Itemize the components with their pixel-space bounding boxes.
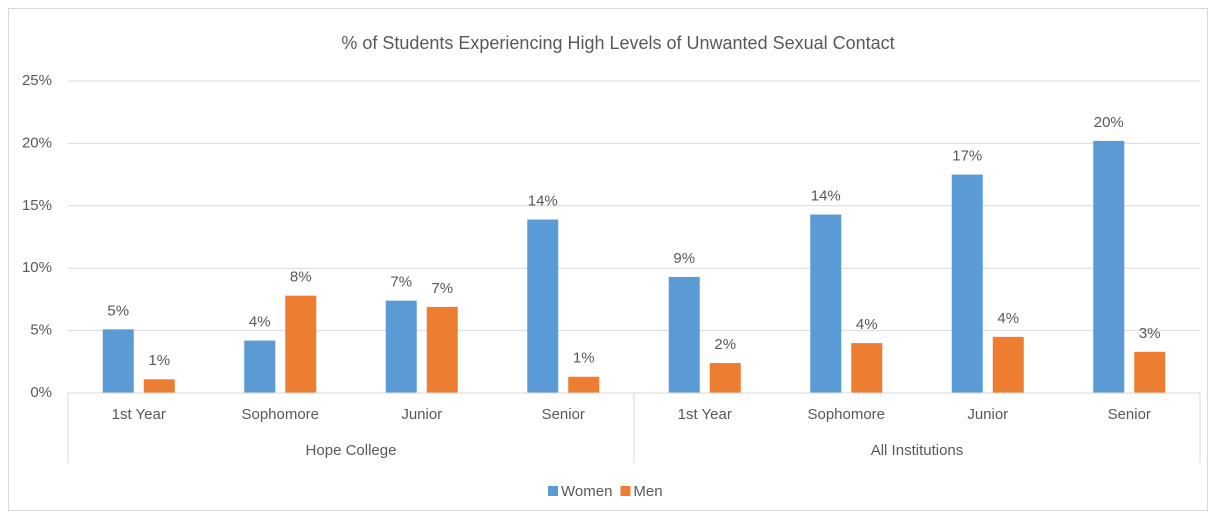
group-label: All Institutions [871,442,964,459]
x-tick-label: 1st Year [112,406,166,423]
data-label: 4% [997,310,1019,327]
x-tick-label: Senior [542,406,585,423]
data-label: 3% [1139,325,1161,342]
bar [285,295,317,393]
data-label: 17% [952,148,982,165]
x-tick-label: Junior [967,406,1008,423]
data-label: 9% [673,250,695,267]
data-label: 5% [107,302,129,319]
bar [426,306,458,393]
y-tick-label: 20% [22,134,52,151]
bar [244,340,276,393]
legend-label: Women [561,483,612,500]
bar [527,219,559,393]
bar [1134,351,1166,393]
legend-swatch [620,486,631,496]
x-tick-label: Sophomore [241,406,319,423]
bar [992,336,1024,393]
bar [568,376,600,393]
bar [951,174,983,393]
data-label: 4% [249,314,271,331]
x-tick-label: 1st Year [678,406,732,423]
chart-border [8,8,1208,511]
bar [851,343,883,393]
chart-title: % of Students Experiencing High Levels o… [341,33,894,53]
y-tick-label: 5% [30,322,52,339]
data-label: 14% [528,192,558,209]
data-label: 7% [431,280,453,297]
data-label: 4% [856,316,878,333]
y-tick-label: 10% [22,259,52,276]
y-tick-label: 25% [22,72,52,89]
bar [143,379,175,393]
x-tick-label: Junior [401,406,442,423]
legend-swatch [548,486,558,496]
bar [102,329,134,393]
data-label: 14% [811,188,841,205]
bar [668,276,700,393]
bar [709,363,741,393]
group-label: Hope College [306,442,397,459]
y-tick-label: 0% [30,384,52,401]
data-label: 2% [714,336,736,353]
bar [1093,140,1125,393]
bar [810,214,842,393]
bar [385,300,417,393]
data-label: 1% [148,352,170,369]
legend-label: Men [633,483,662,500]
data-label: 1% [573,350,595,367]
data-label: 8% [290,269,312,286]
data-label: 20% [1094,114,1124,131]
data-label: 7% [390,274,412,291]
y-tick-label: 15% [22,197,52,214]
x-tick-label: Sophomore [807,406,885,423]
x-tick-label: Senior [1108,406,1151,423]
